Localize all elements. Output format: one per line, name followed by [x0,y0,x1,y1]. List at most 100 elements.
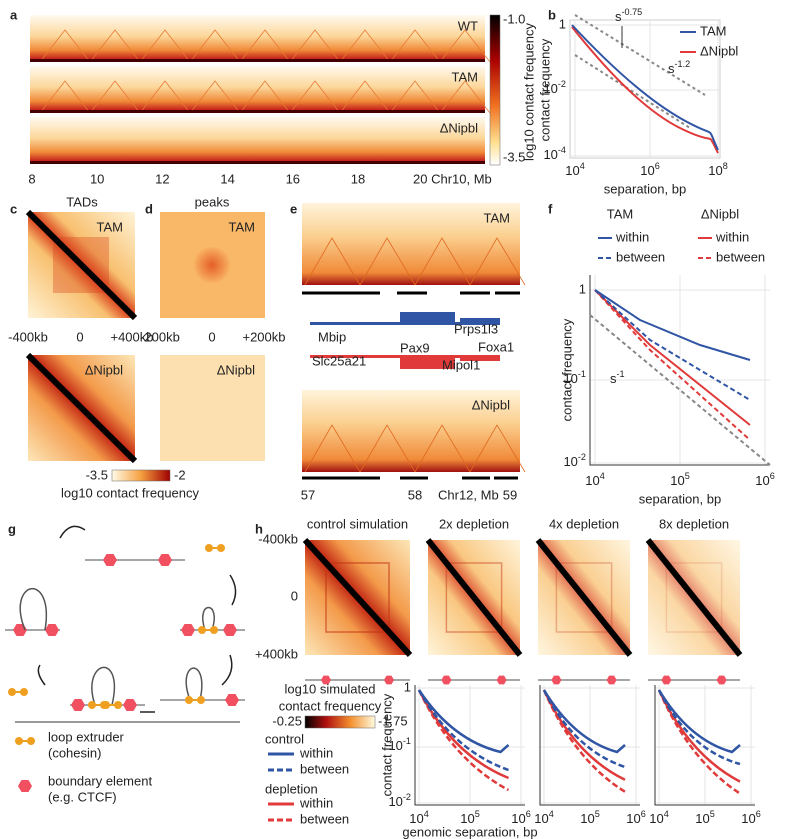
tad-domain [665,562,723,633]
annotation: s-0.75 [615,7,642,24]
y-tick-label: 10-2 [388,792,411,809]
base: 10 [708,163,722,178]
exponent: -1 [578,369,586,379]
panel-label: e [290,201,297,216]
loop [185,667,203,701]
gene-label: Slc25a21 [312,353,366,368]
panel-label: a [10,7,18,22]
tad-triangle [304,237,361,286]
exponent: 5 [595,809,600,819]
heatmap-label: TAM [484,210,510,225]
panel-label: b [548,7,556,22]
diagonal [535,538,633,657]
x-tick-label: 14 [220,171,234,186]
boundary-element [661,675,672,685]
signal [400,355,455,369]
x-tick-label: +200kb [242,329,285,344]
exponent: 4 [424,809,429,819]
boundary-element [181,623,195,637]
base: 10 [626,811,640,826]
base: 10 [565,163,579,178]
colorbar-label: -1.0 [503,11,525,26]
y-tick-label: +400kb [255,646,298,661]
axis [654,685,755,806]
plot-area [569,19,721,159]
boundary-element [496,675,507,685]
exponent: 4 [664,809,669,819]
exponent: -2 [403,792,411,802]
tad-triangle [359,237,416,286]
colorbar-title: contact frequency [279,698,382,713]
y-tick-label: 10-4 [543,145,566,162]
panel-label: h [255,521,263,536]
curve [657,689,741,754]
curve [594,289,751,426]
diagonal [25,352,138,464]
curve [594,289,751,361]
curve [542,689,626,793]
tad-triangle [239,29,291,63]
gene-label: Pax9 [400,340,430,355]
legend-label: within [299,795,333,810]
curve [657,689,741,783]
x-tick-label: 18 [351,171,365,186]
annotation: s-1.2 [668,59,690,76]
diagonal [30,110,485,113]
arrow [229,574,237,606]
arrow [37,664,46,686]
legend-title: ΔNipbl [701,206,739,221]
boundary-element [45,623,59,637]
guide-line [574,54,691,129]
colorbar-title: log10 simulated [284,681,375,696]
colorbar-label: -3.5 [503,149,525,164]
cohesin [210,626,218,634]
curve [594,289,751,441]
panel-title: 4x depletion [549,516,619,531]
colorbar [489,14,501,166]
x-tick-label: 104 [585,471,605,488]
boundary-element [123,698,137,712]
exponent: 5 [710,809,715,819]
x-tick-label: +400kb [110,329,153,344]
exponent: 6 [770,471,775,481]
panel-label: c [10,201,17,216]
tad-triangle [439,29,491,63]
base: 10 [563,371,577,386]
boundary-element [551,675,562,685]
loop [19,587,48,631]
diagonal [30,161,485,164]
base: 10 [563,454,577,469]
colorbar-label: -1.75 [378,713,408,728]
y-tick-label: 1 [579,281,586,296]
x-tick-label: 104 [409,809,429,826]
x-tick-label: 0 [208,329,215,344]
legend-label: (e.g. CTCF) [48,789,117,804]
legend-label: ΔNipbl [700,43,738,58]
legend-label: (cohesin) [48,745,101,760]
tad-triangle [469,237,526,286]
peak [194,247,230,283]
hic-strip [30,66,485,113]
panel-label: d [145,201,153,216]
colorbar-title: log10 contact frequency [61,485,200,500]
tad-triangle [414,237,471,286]
cohesin [88,701,96,709]
base: 10 [670,473,684,488]
boundary-element [384,675,394,685]
curve [417,689,509,780]
base: 10 [649,811,663,826]
tad-triangle [289,80,341,114]
curve [417,689,510,792]
exponent: 6 [641,809,646,819]
heatmap-label: ΔNipbl [217,362,255,377]
heatmap-label: ΔNipbl [472,397,510,412]
base: 10 [741,811,755,826]
y-tick-label: 10-2 [543,79,566,96]
cohesin [217,544,225,552]
base: 10 [543,147,557,162]
y-tick-label: 1 [404,679,411,694]
annotation: s-1 [610,369,625,386]
exponent: 6 [756,809,761,819]
tad-triangle [389,80,441,114]
x-tick-label: 105 [580,809,600,826]
